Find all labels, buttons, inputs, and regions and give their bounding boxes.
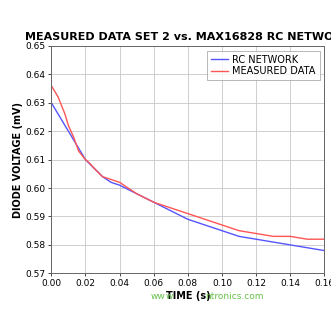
MEASURED DATA — [271, 234, 275, 238]
RC NETWORK — [76, 146, 81, 150]
RC NETWORK — [322, 249, 326, 252]
MEASURED DATA — [237, 229, 241, 233]
MEASURED DATA — [87, 161, 91, 164]
MEASURED DATA — [60, 104, 64, 107]
RC NETWORK — [135, 192, 139, 196]
RC NETWORK — [237, 234, 241, 238]
MEASURED DATA — [305, 237, 309, 241]
Text: w: w — [166, 292, 173, 301]
RC NETWORK — [118, 183, 121, 187]
RC NETWORK — [109, 180, 113, 184]
RC NETWORK — [271, 240, 275, 244]
MEASURED DATA — [56, 95, 60, 99]
MEASURED DATA — [71, 135, 75, 139]
RC NETWORK — [71, 138, 75, 142]
RC NETWORK — [220, 229, 224, 233]
RC NETWORK — [152, 200, 156, 204]
MEASURED DATA — [109, 178, 113, 181]
MEASURED DATA — [152, 200, 156, 204]
Title: MEASURED DATA SET 2 vs. MAX16828 RC NETWORK: MEASURED DATA SET 2 vs. MAX16828 RC NETW… — [25, 32, 331, 42]
Text: ntronics.com: ntronics.com — [205, 292, 264, 301]
MEASURED DATA — [322, 237, 326, 241]
MEASURED DATA — [220, 223, 224, 227]
RC NETWORK — [169, 209, 173, 213]
MEASURED DATA — [254, 232, 258, 235]
RC NETWORK — [101, 175, 105, 179]
RC NETWORK — [56, 112, 60, 116]
MEASURED DATA — [83, 158, 87, 161]
Line: MEASURED DATA: MEASURED DATA — [51, 86, 324, 239]
MEASURED DATA — [49, 84, 53, 88]
Y-axis label: DIODE VOLTAGE (mV): DIODE VOLTAGE (mV) — [13, 101, 23, 218]
RC NETWORK — [254, 237, 258, 241]
MEASURED DATA — [118, 180, 121, 184]
RC NETWORK — [288, 243, 292, 247]
MEASURED DATA — [203, 217, 207, 221]
MEASURED DATA — [76, 149, 81, 153]
RC NETWORK — [83, 158, 87, 161]
RC NETWORK — [53, 106, 57, 110]
RC NETWORK — [60, 118, 64, 122]
RC NETWORK — [203, 223, 207, 227]
RC NETWORK — [63, 124, 67, 127]
MEASURED DATA — [186, 212, 190, 216]
Line: RC NETWORK: RC NETWORK — [51, 103, 324, 251]
MEASURED DATA — [53, 89, 57, 93]
MEASURED DATA — [92, 166, 96, 170]
RC NETWORK — [305, 246, 309, 250]
MEASURED DATA — [169, 206, 173, 210]
Legend: RC NETWORK, MEASURED DATA: RC NETWORK, MEASURED DATA — [207, 51, 319, 80]
MEASURED DATA — [101, 175, 105, 179]
RC NETWORK — [67, 129, 71, 133]
RC NETWORK — [186, 217, 190, 221]
MEASURED DATA — [63, 112, 67, 116]
MEASURED DATA — [67, 124, 71, 127]
RC NETWORK — [49, 101, 53, 105]
Text: ww: ww — [151, 292, 166, 301]
MEASURED DATA — [288, 234, 292, 238]
RC NETWORK — [92, 166, 96, 170]
X-axis label: TIME (s): TIME (s) — [166, 291, 210, 301]
MEASURED DATA — [135, 192, 139, 196]
